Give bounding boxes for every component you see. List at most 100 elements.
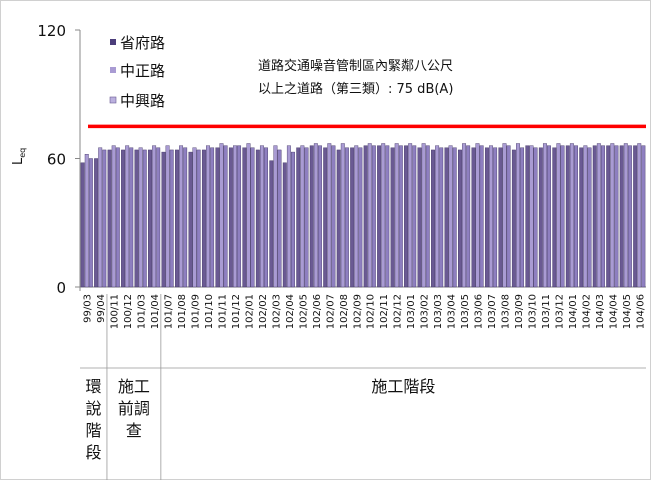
bar: [569, 143, 574, 288]
x-tick-label: 102/04: [285, 294, 296, 329]
x-tick-label: 104/02: [581, 294, 592, 329]
bar: [471, 147, 476, 288]
bar: [623, 143, 628, 288]
legend-swatch-1: [110, 39, 116, 45]
phase-label: 說: [85, 399, 101, 418]
bar: [592, 145, 597, 288]
x-tick-label: 103/10: [527, 294, 538, 329]
bar: [637, 143, 642, 288]
phase-label: 段: [85, 443, 101, 462]
bar: [448, 145, 453, 288]
y-tick-label: 120: [37, 22, 66, 40]
bar: [309, 145, 314, 288]
bar: [529, 145, 534, 288]
bars: [80, 143, 646, 288]
annotation-line-2: 以上之道路（第三類）: 75 dB(A): [258, 81, 453, 97]
x-tick-label: 99/03: [83, 294, 94, 323]
bar: [538, 147, 543, 288]
x-tick-label: 103/07: [487, 294, 498, 329]
bar: [169, 149, 174, 288]
bar: [344, 147, 349, 288]
x-tick-label: 102/02: [258, 294, 269, 329]
bar: [121, 149, 126, 288]
bar: [600, 145, 605, 288]
x-tick-label: 102/01: [244, 294, 255, 329]
bar: [80, 162, 85, 288]
x-tick-label: 101/10: [204, 294, 215, 329]
bar: [107, 149, 112, 288]
annotation-line-1: 道路交通噪音管制區內緊鄰八公尺: [258, 58, 453, 74]
bar: [336, 149, 341, 288]
bar: [277, 149, 282, 288]
bar: [452, 147, 457, 288]
axes: 0 60 120: [37, 22, 646, 297]
bar: [354, 145, 359, 288]
phase-label: 環: [85, 377, 101, 396]
y-axis-label-subscript: eq: [18, 148, 27, 158]
bar: [219, 143, 224, 288]
bar: [381, 143, 386, 288]
bar: [250, 147, 255, 288]
bar: [273, 145, 278, 288]
bar: [385, 145, 390, 288]
x-tick-label: 102/12: [393, 294, 404, 329]
bar: [313, 143, 318, 288]
bar: [421, 143, 426, 288]
bar: [606, 145, 611, 288]
bar: [156, 147, 161, 288]
bar: [542, 143, 547, 288]
bar: [596, 143, 601, 288]
bar: [484, 147, 489, 288]
bar: [493, 147, 498, 288]
x-tick-label: 102/05: [298, 294, 309, 329]
x-tick-label: 101/08: [177, 294, 188, 329]
bar: [565, 145, 570, 288]
bar: [431, 149, 435, 288]
bar: [223, 145, 228, 288]
x-tick-label: 104/06: [635, 294, 646, 329]
bar: [350, 147, 355, 288]
bar: [259, 145, 264, 288]
legend-swatch-2: [110, 67, 116, 73]
bar: [188, 151, 193, 288]
bar: [377, 145, 382, 288]
legend-label-3: 中興路: [120, 92, 165, 110]
bar: [138, 147, 143, 288]
bar: [610, 143, 615, 288]
x-tick-label: 103/06: [474, 294, 485, 329]
bar: [641, 145, 646, 288]
y-tick-label: 0: [56, 279, 66, 297]
bar: [255, 149, 260, 288]
x-tick-label: 101/07: [164, 294, 175, 329]
bar: [404, 145, 409, 288]
bar: [201, 149, 206, 288]
x-tick-label: 104/04: [608, 294, 619, 329]
bar: [125, 145, 130, 288]
phase-label: 施工: [118, 377, 150, 396]
x-tick-label: 103/01: [406, 294, 417, 329]
bar: [210, 147, 215, 288]
bar: [286, 145, 291, 288]
bar: [506, 145, 511, 288]
bar: [458, 149, 462, 288]
bar: [215, 147, 220, 288]
x-tick-label: 101/03: [137, 294, 148, 329]
bar: [516, 143, 520, 288]
x-tick-label: 101/11: [218, 294, 229, 329]
x-tick-label: 100/12: [123, 294, 134, 329]
x-tick-label: 102/09: [352, 294, 363, 329]
x-tick-label: 104/05: [622, 294, 633, 329]
bar: [111, 145, 116, 288]
x-tick-label: 104/03: [595, 294, 606, 329]
x-tick-label: 103/04: [447, 294, 458, 329]
bar: [533, 147, 538, 288]
legend-swatch-3: [109, 96, 117, 104]
bar: [556, 143, 561, 288]
bar: [340, 143, 345, 288]
bar: [412, 145, 417, 288]
x-tick-label: 101/12: [231, 294, 242, 329]
bar: [502, 143, 507, 288]
bar: [134, 149, 139, 288]
bar: [363, 145, 368, 288]
bar: [579, 147, 584, 288]
